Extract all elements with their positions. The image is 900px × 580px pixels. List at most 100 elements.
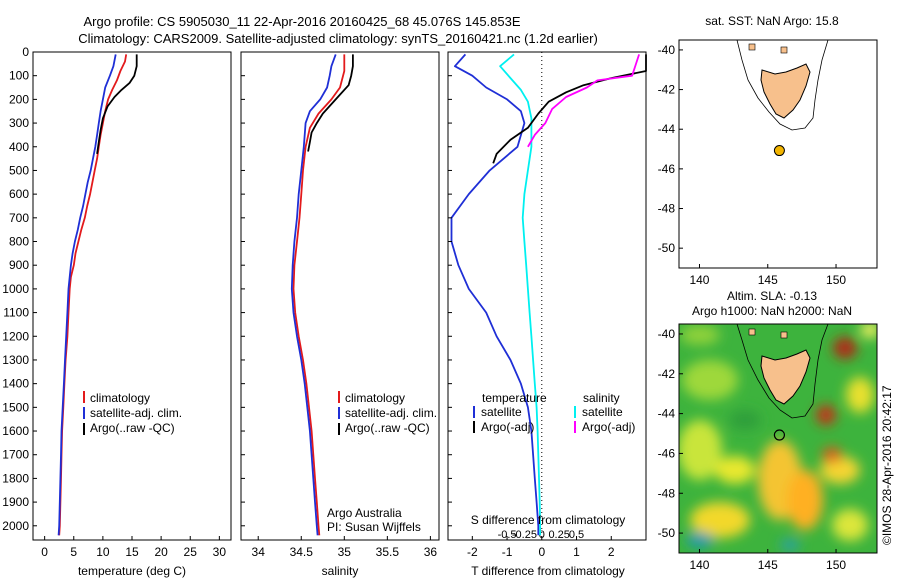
series-line: [492, 54, 647, 164]
salinity-annotation-line1: Argo Australia: [327, 506, 402, 520]
island-landmass: [748, 43, 756, 51]
series-line: [307, 54, 354, 152]
temperature-panel: [32, 51, 232, 541]
legend-label: Argo(-adj): [481, 420, 534, 434]
depth-tick-label: 1600: [2, 424, 29, 438]
lat-tick-label: -46: [658, 162, 676, 176]
lon-tick-label: 140: [689, 558, 709, 572]
depth-tick-label: 800: [9, 235, 29, 249]
legend-label: climatology: [90, 391, 150, 405]
lon-tick-label: 145: [758, 558, 778, 572]
depth-tick-label: 700: [9, 211, 29, 225]
x-tick-label: 2: [608, 545, 615, 559]
x-tick-label: 0: [41, 545, 48, 559]
depth-tick-label: 300: [9, 116, 29, 130]
depth-tick-label: 2000: [2, 519, 29, 533]
series-line: [57, 54, 117, 536]
argo-float-marker: [773, 429, 786, 441]
x-tick-label: 25: [184, 545, 198, 559]
x-tick-label: 1: [573, 545, 580, 559]
depth-tick-label: 400: [9, 140, 29, 154]
temperature-plot: 0 5 10 15 20 25 30: [41, 54, 226, 559]
x-tick-label: -2: [467, 545, 478, 559]
depth-tick-label: 600: [9, 187, 29, 201]
x-tick-label: 34: [252, 545, 266, 559]
sla-field: [679, 324, 877, 553]
sla-map-title2: Argo h1000: NaN h2000: NaN: [692, 304, 852, 318]
legend-label: Argo(..raw -QC): [345, 421, 430, 435]
salinity-xlabel: salinity: [322, 564, 359, 578]
depth-tick-label: 900: [9, 258, 29, 272]
sla-map-axes: 140 145 150 -40 -42 -44 -46 -48 -50: [658, 327, 847, 572]
depth-tick-label: 1400: [2, 377, 29, 391]
salinity-plot: 34 34.5 35 35.5 36: [252, 54, 437, 559]
temperature-legend: climatology satellite-adj. clim. Argo(..…: [83, 391, 182, 435]
x-tick-label-top: 0.25: [548, 529, 569, 541]
depth-tick-label: 1100: [3, 306, 29, 320]
salinity-annotation-line2: PI: Susan Wijffels: [327, 520, 421, 534]
lat-tick-label: -44: [658, 407, 676, 421]
series-line: [58, 54, 128, 536]
lat-tick-label: -50: [658, 241, 676, 255]
series-line: [96, 54, 138, 155]
depth-tick-label: 0: [22, 45, 29, 59]
x-tick-label: 34.5: [290, 545, 314, 559]
lat-tick-label: -46: [658, 446, 676, 460]
salinity-panel: [240, 51, 440, 541]
sla-map-frame: [678, 323, 878, 554]
shelf-contour: [736, 324, 829, 419]
lat-tick-label: -40: [658, 43, 676, 57]
island-landmass: [748, 328, 756, 336]
argo-float-marker: [773, 145, 785, 157]
legend-label: climatology: [345, 391, 405, 405]
legend-label: satellite-adj. clim.: [345, 406, 437, 420]
lat-tick-label: -42: [658, 83, 676, 97]
lat-tick-label: -40: [658, 327, 676, 341]
x-tick-label: 10: [96, 545, 110, 559]
depth-tick-label: 1000: [2, 282, 29, 296]
legend-title-salinity: salinity: [583, 391, 620, 405]
difference-xlabel-top: S difference from climatology: [471, 513, 626, 527]
legend-label: Argo(-adj): [582, 420, 635, 434]
legend-label: satellite: [582, 405, 623, 419]
lon-tick-label: 140: [689, 273, 709, 287]
series-line: [450, 53, 540, 536]
tasmania-landmass: [760, 349, 811, 405]
tasmania-landmass: [760, 63, 811, 119]
imos-stamp: ©IMOS 28-Apr-2016 20:42:17: [880, 385, 894, 545]
legend-label: satellite-adj. clim.: [90, 406, 182, 420]
difference-plot: -2 -1 0 1 2 -0.5-0.25 0 0.25 0.5: [450, 52, 647, 559]
lat-tick-label: -48: [658, 202, 676, 216]
shelf-contour: [736, 40, 829, 131]
lat-tick-label: -50: [658, 526, 676, 540]
sst-map: 140 145 150 -40 -42 -44 -46 -48 -50: [658, 39, 878, 287]
series-line: [527, 54, 640, 148]
lon-tick-label: 150: [826, 558, 846, 572]
depth-axis: 0 100 200 300 400 500 600 700 800 900 1000 1100 1200…: [2, 45, 452, 533]
depth-tick-label: 1900: [2, 495, 29, 509]
depth-tick-label: 1800: [2, 471, 29, 485]
x-tick-label-top: 0.5: [569, 529, 584, 541]
lat-tick-label: -44: [658, 122, 676, 136]
header-title-line2: Climatology: CARS2009. Satellite-adjuste…: [78, 31, 598, 46]
series-line: [292, 54, 346, 536]
legend-label: satellite: [481, 405, 522, 419]
series-line: [499, 53, 541, 536]
x-tick-label-top: -0.25: [512, 529, 537, 541]
sst-map-axes: 140 145 150 -40 -42 -44 -46 -48 -50: [658, 43, 847, 287]
x-tick-label-top: 0: [539, 529, 545, 541]
x-tick-label: 35.5: [376, 545, 400, 559]
salinity-legend: climatology satellite-adj. clim. Argo(..…: [327, 391, 437, 534]
x-tick-label: -1: [502, 545, 513, 559]
temperature-xlabel: temperature (deg C): [78, 564, 186, 578]
x-tick-label: 0: [538, 545, 545, 559]
x-tick-label: 20: [154, 545, 168, 559]
depth-tick-label: 1200: [2, 329, 29, 343]
x-tick-label: 35: [338, 545, 352, 559]
island-landmass: [780, 46, 788, 54]
sla-map-title1: Altim. SLA: -0.13: [727, 289, 817, 303]
series-line: [290, 54, 337, 536]
depth-tick-label: 200: [9, 92, 29, 106]
difference-xlabel: T difference from climatology: [471, 564, 625, 578]
